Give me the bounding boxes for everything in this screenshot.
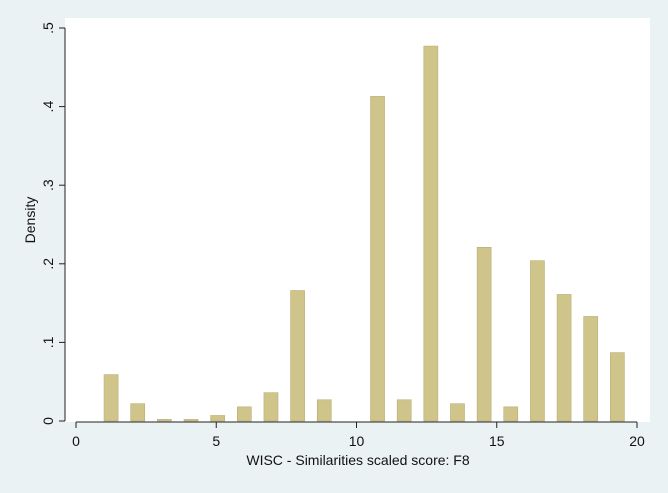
x-tick-label: 15 — [489, 433, 505, 449]
bar-4 — [183, 419, 199, 422]
bar-6 — [236, 406, 252, 422]
bar-11 — [396, 399, 412, 422]
bar-12 — [423, 45, 439, 422]
bar-3 — [157, 419, 172, 422]
y-axis-label: Density — [22, 197, 38, 244]
x-axis-label: WISC - Similarities scaled score: F8 — [246, 452, 469, 468]
x-tick-label: 5 — [212, 433, 220, 449]
bar-8 — [290, 290, 305, 422]
bar-7 — [263, 392, 279, 422]
y-tick-label: .3 — [40, 179, 56, 191]
bar-18 — [583, 316, 599, 422]
bar-2 — [130, 403, 146, 422]
x-tick-label: 10 — [349, 433, 365, 449]
x-tick-label: 20 — [629, 433, 645, 449]
bar-13 — [450, 403, 465, 422]
x-axis: 0 5 10 15 20 — [72, 421, 645, 449]
bar-19 — [610, 352, 625, 422]
y-tick-label: .1 — [40, 336, 56, 348]
y-tick-label: 0 — [40, 417, 56, 425]
y-tick-label: .2 — [40, 258, 56, 270]
plot-area — [65, 18, 650, 422]
bar-9 — [316, 399, 332, 422]
x-tick-label: 0 — [72, 433, 80, 449]
bar-1 — [103, 374, 119, 422]
y-tick-label: .5 — [40, 22, 56, 34]
bar-14 — [476, 246, 492, 422]
y-axis: 0 .1 .2 .3 .4 .5 — [40, 22, 66, 425]
y-tick-label: .4 — [40, 101, 56, 113]
bar-5 — [210, 415, 225, 422]
bar-17 — [556, 294, 572, 422]
bar-16 — [530, 260, 545, 422]
bar-10 — [370, 96, 385, 422]
bar-15 — [503, 406, 519, 422]
bars-layer — [103, 45, 625, 422]
